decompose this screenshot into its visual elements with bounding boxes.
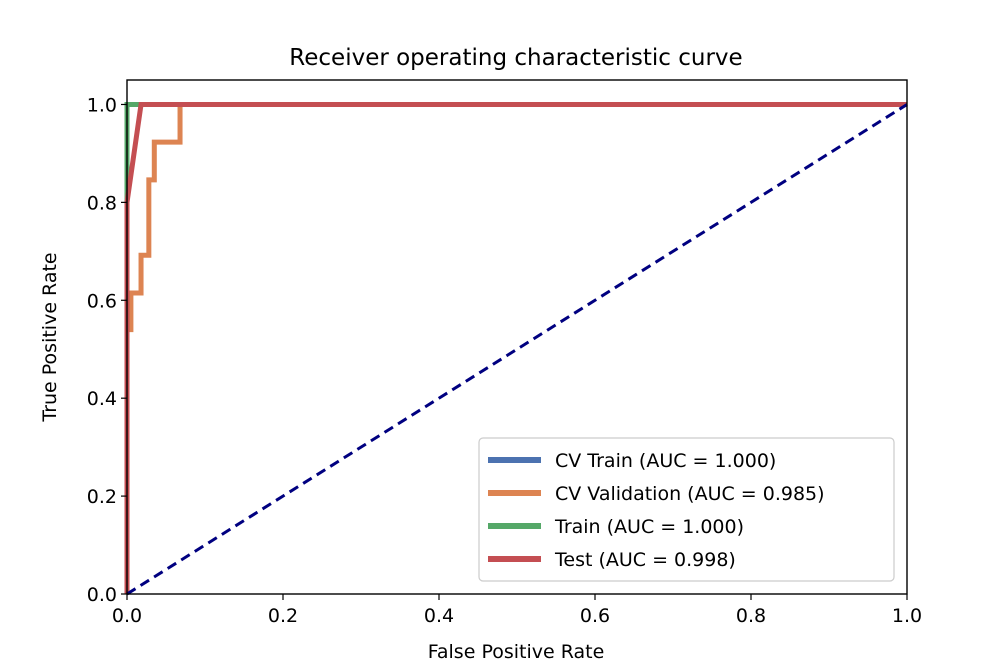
y-tick-label: 0.2 bbox=[87, 486, 117, 508]
x-tick-label: 0.6 bbox=[580, 605, 610, 627]
chart-title: Receiver operating characteristic curve bbox=[289, 45, 742, 71]
x-tick-label: 0.8 bbox=[736, 605, 766, 627]
x-axis-ticks: 0.0 0.2 0.4 0.6 0.8 1.0 bbox=[112, 594, 922, 627]
series-line-cv-validation bbox=[124, 101, 907, 594]
y-tick-label: 0.0 bbox=[87, 584, 117, 606]
x-tick-label: 0.4 bbox=[424, 605, 454, 627]
y-tick-label: 0.6 bbox=[87, 290, 117, 312]
diagonal-reference-line bbox=[126, 103, 908, 596]
plot-frame bbox=[126, 79, 908, 595]
x-tick-label: 0.2 bbox=[268, 605, 298, 627]
legend-label-train: Train (AUC = 1.000) bbox=[554, 516, 744, 538]
legend-box bbox=[478, 437, 895, 582]
legend-label-cv-train: CV Train (AUC = 1.000) bbox=[555, 450, 776, 472]
legend-label-cv-validation: CV Validation (AUC = 0.985) bbox=[555, 483, 825, 505]
x-tick-label: 1.0 bbox=[892, 605, 922, 627]
y-tick-label: 0.8 bbox=[87, 192, 117, 214]
x-axis-label: False Positive Rate bbox=[428, 641, 605, 663]
y-tick-label: 1.0 bbox=[87, 94, 117, 116]
legend-label-test: Test (AUC = 0.998) bbox=[554, 549, 736, 571]
y-axis-ticks: 0.0 0.2 0.4 0.6 0.8 1.0 bbox=[87, 94, 127, 606]
y-tick-label: 0.4 bbox=[87, 388, 117, 410]
x-tick-label: 0.0 bbox=[112, 605, 142, 627]
y-axis-label: True Positive Rate bbox=[39, 252, 61, 422]
legend: CV Train (AUC = 1.000) CV Validation (AUC… bbox=[478, 437, 895, 582]
